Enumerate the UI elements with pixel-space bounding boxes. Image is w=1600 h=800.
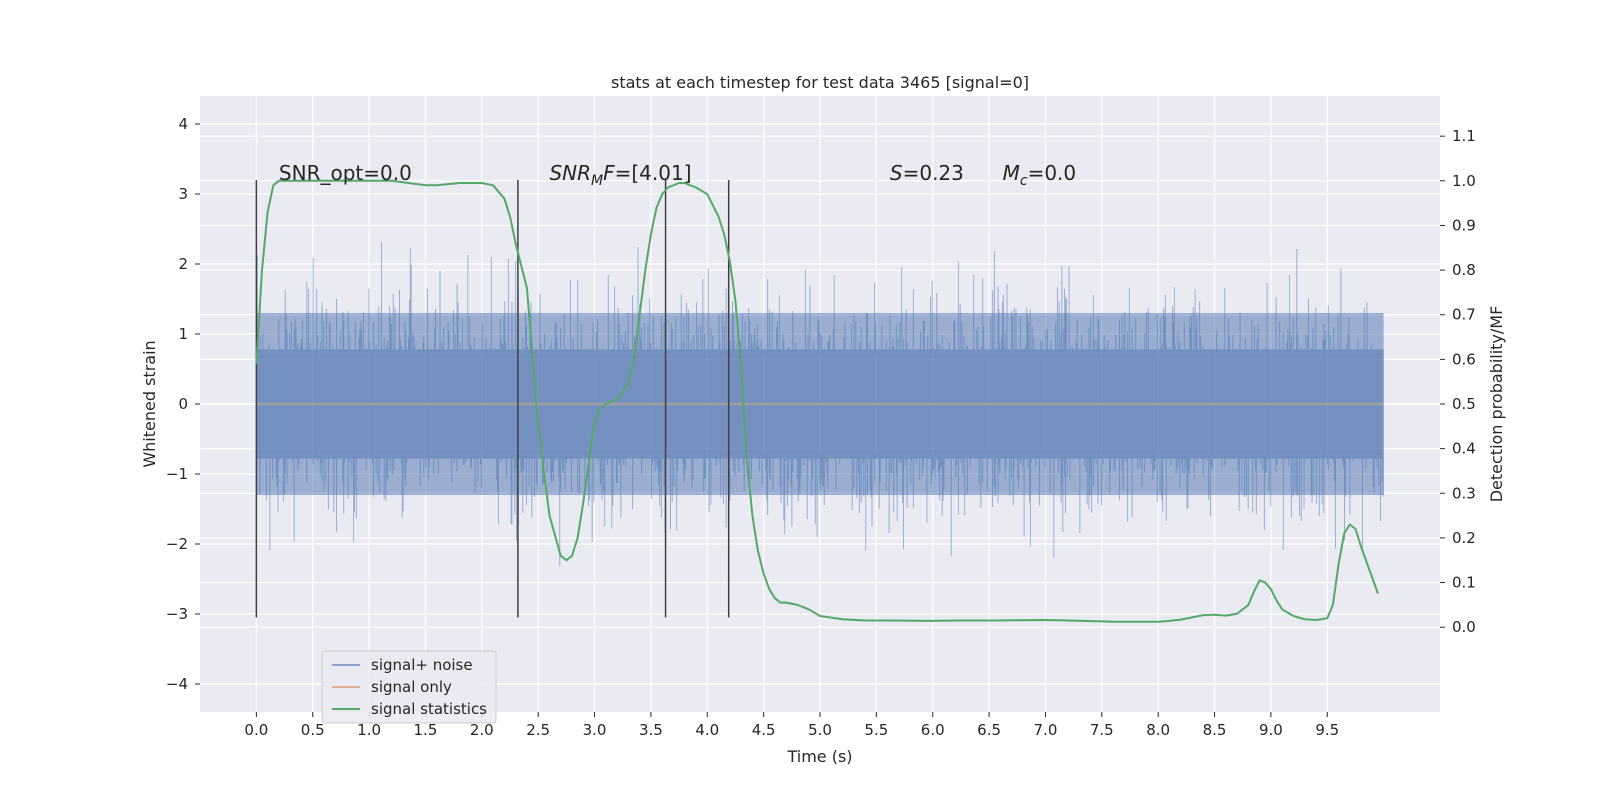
- signal-statistics-line: [255, 179, 1379, 623]
- legend-label-signal-statistics: signal statistics: [371, 700, 487, 718]
- x-tick-label: 4.5: [752, 721, 776, 739]
- y-right-tick-label: 0.3: [1452, 484, 1476, 502]
- x-tick-label: 5.5: [864, 721, 888, 739]
- x-tick-label: 0.0: [244, 721, 268, 739]
- x-tick-label: 5.0: [808, 721, 832, 739]
- annotation: S=0.23: [890, 161, 964, 185]
- x-axis-label: Time (s): [786, 747, 852, 766]
- legend-box: [321, 650, 497, 724]
- x-tick-label: 2.0: [470, 721, 494, 739]
- x-tick-label: 6.5: [977, 721, 1001, 739]
- y-left-tick-label: 3: [178, 185, 188, 203]
- y-left-tick-label: −2: [166, 535, 188, 553]
- x-tick-label: 2.5: [526, 721, 550, 739]
- x-tick-label: 7.5: [1090, 721, 1114, 739]
- y-right-tick-label: 1.0: [1452, 172, 1476, 190]
- y-right-tick-label: 0.0: [1452, 618, 1476, 636]
- x-tick-label: 0.5: [301, 721, 325, 739]
- annotation: Mc=0.0: [1003, 161, 1077, 189]
- annotations: SNR_opt=0.0 SNRMF=[4.01] S=0.23 Mc=0.0: [279, 161, 1076, 189]
- y-right-tick-label: 0.1: [1452, 574, 1476, 592]
- y-right-tick-label: 0.9: [1452, 216, 1476, 234]
- y-left-tick-label: 4: [178, 115, 188, 133]
- x-axis-ticks: 0.0 0.5 1.0 1.5 2.0 2.5 3.0 3.5 4.0 4.5 5.0 5.5 6.0 6…: [244, 712, 1339, 739]
- y-axis-left-label: Whitened strain: [140, 340, 159, 467]
- y-left-tick-label: 2: [178, 255, 188, 273]
- x-tick-label: 1.5: [414, 721, 438, 739]
- y-right-tick-label: 0.2: [1452, 529, 1476, 547]
- x-tick-label: 4.0: [695, 721, 719, 739]
- x-tick-label: 7.0: [1034, 721, 1058, 739]
- y-axis-left-ticks: −4 −3 −2 −1 0 1 2 3 4: [166, 115, 200, 693]
- x-tick-label: 3.5: [639, 721, 663, 739]
- y-left-tick-label: 0: [178, 395, 188, 413]
- x-tick-label: 9.0: [1259, 721, 1283, 739]
- y-left-tick-label: 1: [178, 325, 188, 343]
- y-right-tick-label: 0.8: [1452, 261, 1476, 279]
- x-tick-label: 1.0: [357, 721, 381, 739]
- annotation: SNRMF=[4.01]: [549, 161, 691, 189]
- x-tick-label: 8.0: [1146, 721, 1170, 739]
- x-tick-label: 9.5: [1315, 721, 1339, 739]
- y-right-tick-label: 0.6: [1452, 350, 1476, 368]
- annotation: SNR_opt=0.0: [279, 161, 412, 185]
- y-right-tick-label: 0.4: [1452, 440, 1476, 458]
- y-right-tick-label: 1.1: [1452, 127, 1476, 145]
- x-tick-label: 8.5: [1203, 721, 1227, 739]
- y-left-tick-label: −3: [166, 605, 188, 623]
- y-left-tick-label: −4: [166, 675, 188, 693]
- signal-statistics-series: [255, 179, 1379, 623]
- y-right-tick-label: 0.5: [1452, 395, 1476, 413]
- legend: signal+ noise signal only signal statist…: [321, 650, 497, 724]
- x-tick-label: 6.0: [921, 721, 945, 739]
- y-left-tick-label: −1: [166, 465, 188, 483]
- chart-title: stats at each timestep for test data 346…: [611, 73, 1029, 92]
- x-tick-label: 3.0: [583, 721, 607, 739]
- y-axis-right-ticks: 0.0 0.1 0.2 0.3 0.4 0.5 0.6 0.7 0.8 0.9 1.0 1.1: [1440, 127, 1476, 636]
- y-right-tick-label: 0.7: [1452, 306, 1476, 324]
- legend-label-signal-only: signal only: [371, 678, 452, 696]
- y-axis-right-label: Detection probability/MF: [1487, 306, 1506, 503]
- legend-label-signal-noise: signal+ noise: [371, 656, 473, 674]
